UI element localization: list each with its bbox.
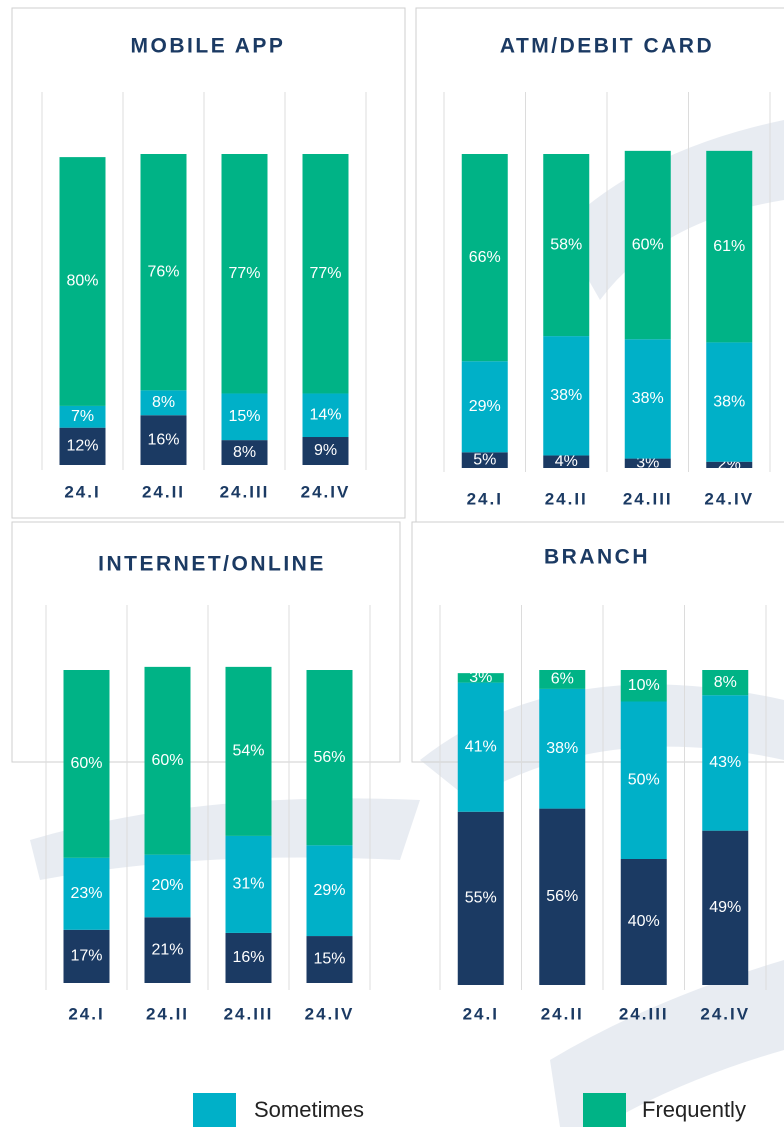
value-label: 8%: [233, 444, 256, 461]
value-label: 38%: [550, 387, 582, 404]
value-label: 61%: [713, 238, 745, 255]
legend-swatch: [193, 1093, 236, 1127]
x-tick-label: 24.III: [220, 482, 270, 501]
value-label: 3%: [469, 669, 492, 686]
value-label: 10%: [628, 677, 660, 694]
x-tick-label: 24.IV: [305, 1004, 355, 1023]
value-label: 6%: [551, 671, 574, 688]
x-tick-label: 24.I: [64, 482, 100, 501]
value-label: 80%: [66, 273, 98, 290]
value-label: 14%: [309, 406, 341, 423]
x-tick-label: 24.IV: [704, 489, 754, 508]
value-label: 5%: [473, 451, 496, 468]
value-label: 76%: [147, 263, 179, 280]
value-label: 17%: [70, 948, 102, 965]
page: {"chart_data": [ {"type": "bar", "stacke…: [0, 0, 784, 1127]
value-label: 55%: [465, 890, 497, 907]
x-tick-label: 24.II: [541, 1004, 584, 1023]
value-label: 9%: [314, 442, 337, 459]
value-label: 50%: [628, 771, 660, 788]
value-label: 16%: [147, 431, 179, 448]
value-label: 8%: [152, 394, 175, 411]
value-label: 43%: [709, 754, 741, 771]
value-label: 15%: [228, 408, 260, 425]
value-label: 41%: [465, 738, 497, 755]
x-tick-label: 24.III: [623, 489, 673, 508]
x-tick-label: 24.II: [142, 482, 185, 501]
value-label: 29%: [313, 882, 345, 899]
x-tick-label: 24.III: [224, 1004, 274, 1023]
value-label: 29%: [469, 398, 501, 415]
value-label: 12%: [66, 438, 98, 455]
x-tick-label: 24.II: [146, 1004, 189, 1023]
chart: MOBILE APP 12% 7% 80% 24.I 16% 8% 76% 24.II 8% 15%…: [0, 0, 784, 1127]
value-label: 60%: [70, 755, 102, 772]
value-label: 40%: [628, 913, 660, 930]
value-label: 38%: [546, 740, 578, 757]
chart-title: MOBILE APP: [131, 35, 286, 58]
x-tick-label: 24.IV: [301, 482, 351, 501]
legend-label: Frequently: [642, 1097, 746, 1122]
value-label: 23%: [70, 885, 102, 902]
value-label: 66%: [469, 249, 501, 266]
value-label: 31%: [232, 876, 264, 893]
value-label: 7%: [71, 408, 94, 425]
value-label: 15%: [313, 951, 345, 968]
chart-title: INTERNET/ONLINE: [98, 553, 326, 576]
value-label: 38%: [632, 390, 664, 407]
value-label: 56%: [313, 749, 345, 766]
value-label: 54%: [232, 743, 264, 760]
value-label: 21%: [151, 941, 183, 958]
value-label: 4%: [555, 453, 578, 470]
value-label: 56%: [546, 888, 578, 905]
value-label: 60%: [632, 236, 664, 253]
value-label: 60%: [151, 752, 183, 769]
value-label: 49%: [709, 899, 741, 916]
x-tick-label: 24.I: [467, 489, 503, 508]
value-label: 77%: [228, 265, 260, 282]
value-label: 16%: [232, 949, 264, 966]
x-tick-label: 24.II: [545, 489, 588, 508]
chart-title: BRANCH: [544, 546, 650, 569]
chart-title: ATM/DEBIT CARD: [500, 35, 714, 58]
x-tick-label: 24.I: [463, 1004, 499, 1023]
legend-swatch: [583, 1093, 626, 1127]
value-label: 77%: [309, 265, 341, 282]
value-label: 58%: [550, 236, 582, 253]
value-label: 8%: [714, 674, 737, 691]
x-tick-label: 24.IV: [700, 1004, 750, 1023]
x-tick-label: 24.III: [619, 1004, 669, 1023]
legend-label: Sometimes: [254, 1097, 364, 1122]
value-label: 20%: [151, 877, 183, 894]
value-label: 38%: [713, 393, 745, 410]
x-tick-label: 24.I: [68, 1004, 104, 1023]
